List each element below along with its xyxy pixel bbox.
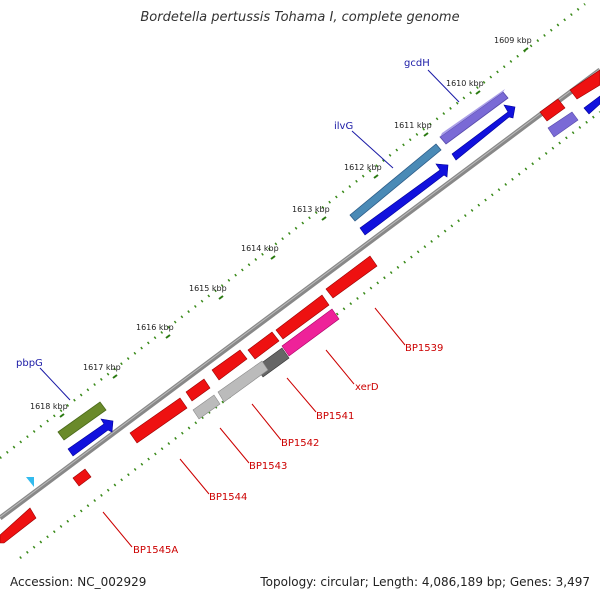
leader-BP1541 xyxy=(286,377,317,413)
ruler-tick-label: 1613 kbp xyxy=(292,205,330,214)
gene-xerD[interactable] xyxy=(281,308,340,357)
leader-BP1539 xyxy=(374,307,406,346)
gene-BP1542[interactable] xyxy=(217,360,269,403)
gene-red-top-right[interactable] xyxy=(539,69,600,138)
leader-BP1545A xyxy=(102,511,133,548)
ruler-tick-label: 1614 kbp xyxy=(241,244,279,253)
label-xerD: xerD xyxy=(355,382,379,393)
outer-dotted-track xyxy=(0,3,586,459)
gene-pbpG[interactable] xyxy=(57,401,107,441)
ruler-tick-mark xyxy=(373,174,379,179)
leader-BP1542 xyxy=(251,403,282,441)
ruler-tick-mark xyxy=(475,90,481,95)
leader-pbpG xyxy=(39,367,71,401)
gene-ilvG[interactable] xyxy=(349,143,442,222)
ruler-tick-label: 1616 kbp xyxy=(136,323,174,332)
genome-title: Bordetella pertussis Tohama I, complete … xyxy=(140,10,460,25)
ruler-tick-mark xyxy=(523,47,529,52)
gene-red-bottom-left[interactable] xyxy=(0,507,37,544)
gene-red-5[interactable] xyxy=(185,378,211,402)
gene-blue-3[interactable] xyxy=(67,418,114,457)
gene-BP1543[interactable] xyxy=(192,394,221,420)
label-pbpG: pbpG xyxy=(16,358,43,369)
gene-cyan-marker[interactable] xyxy=(26,477,34,487)
label-BP1544: BP1544 xyxy=(209,492,247,503)
label-BP1539: BP1539 xyxy=(405,343,443,354)
ruler-tick-mark xyxy=(423,132,429,137)
ruler-tick-label: 1610 kbp xyxy=(446,79,484,88)
gene-gcdH[interactable] xyxy=(439,89,509,145)
ruler-tick-mark xyxy=(112,374,118,379)
gene-BP1545A[interactable] xyxy=(72,468,92,487)
label-BP1542: BP1542 xyxy=(281,438,319,449)
gene-BP1544[interactable] xyxy=(129,397,188,444)
gene-blue-1[interactable] xyxy=(451,104,516,161)
genome-backbone-highlight xyxy=(0,68,600,518)
genome-backbone xyxy=(0,67,600,521)
leader-BP1544 xyxy=(179,458,210,495)
gene-red-2[interactable] xyxy=(275,294,330,340)
label-gcdH: gcdH xyxy=(404,58,430,69)
ruler-tick-label: 1612 kbp xyxy=(344,163,382,172)
ruler-tick-label: 1609 kbp xyxy=(494,36,532,45)
topology-label: Topology: circular; Length: 4,086,189 bp… xyxy=(260,575,590,589)
ruler-tick-mark xyxy=(321,216,327,221)
gene-red-3[interactable] xyxy=(247,331,280,360)
ruler-tick-mark xyxy=(59,413,65,418)
gene-blue-2[interactable] xyxy=(359,163,449,236)
leader-BP1543 xyxy=(219,427,250,464)
leader-gcdH xyxy=(427,69,460,103)
ruler-tick-mark xyxy=(218,295,224,300)
ruler-tick-mark xyxy=(270,255,276,260)
label-BP1541: BP1541 xyxy=(316,411,354,422)
gene-red-4[interactable] xyxy=(211,349,248,381)
accession-label: Accession: NC_002929 xyxy=(10,575,147,589)
gene-BP1539[interactable] xyxy=(325,255,378,299)
label-BP1545A: BP1545A xyxy=(133,545,178,556)
ruler-tick-label: 1611 kbp xyxy=(394,121,432,130)
label-ilvG: ilvG xyxy=(334,121,353,132)
ruler-tick-label: 1618 kbp xyxy=(30,402,68,411)
ruler-tick-label: 1615 kbp xyxy=(189,284,227,293)
ruler: 1609 kbp 1610 kbp 1611 kbp 1612 kbp 1613 kbp… xyxy=(30,36,532,418)
ruler-tick-label: 1617 kbp xyxy=(83,363,121,372)
label-BP1543: BP1543 xyxy=(249,461,287,472)
leader-ilvG xyxy=(351,130,394,169)
leader-xerD xyxy=(325,349,355,385)
ruler-tick-mark xyxy=(165,334,171,339)
